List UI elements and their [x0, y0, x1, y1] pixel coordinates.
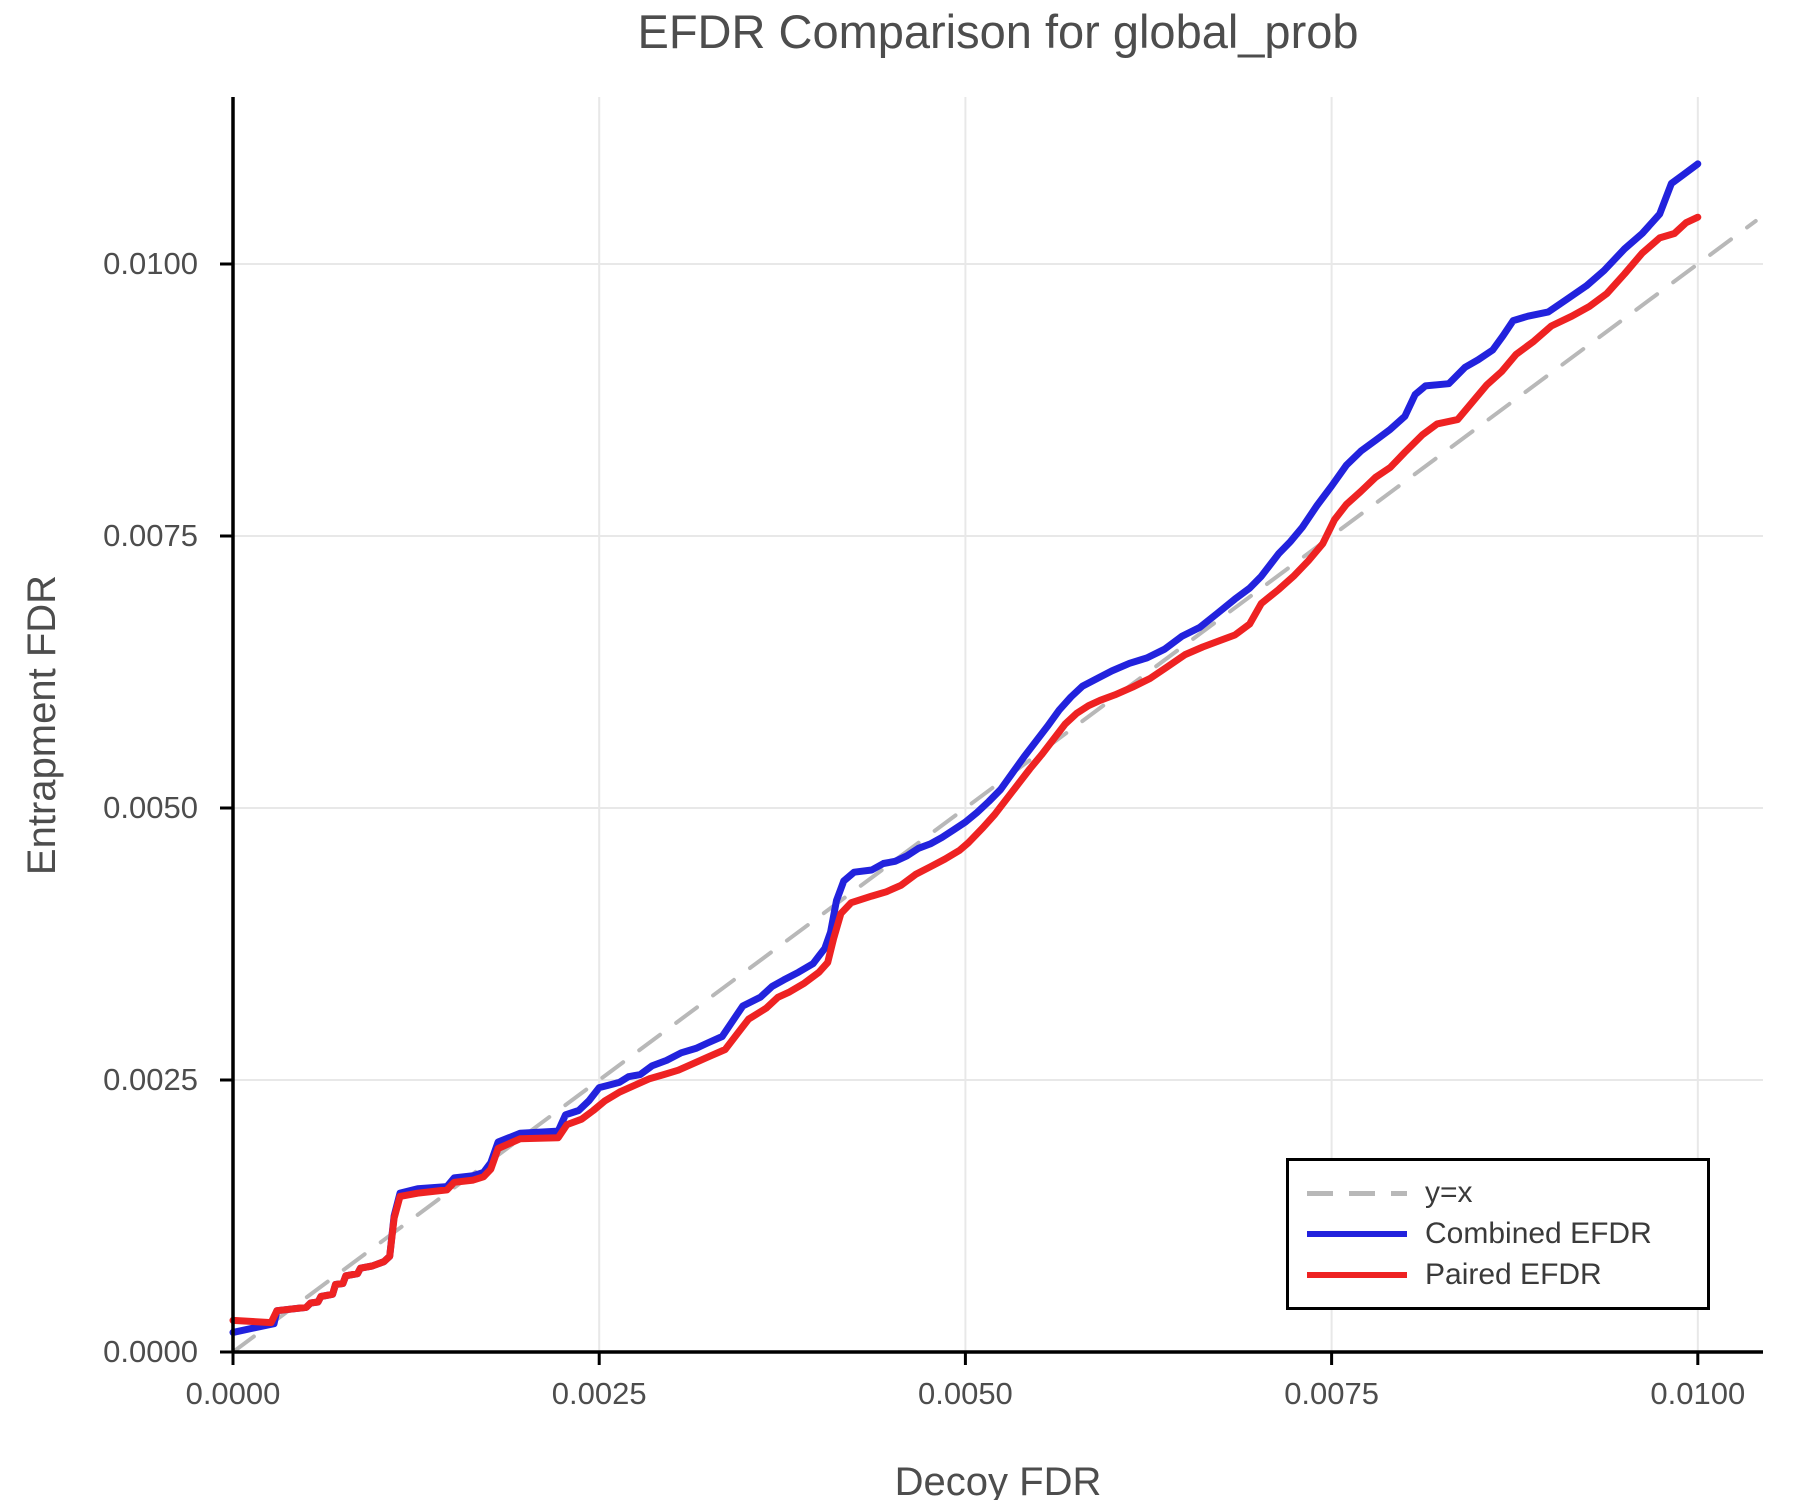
legend-label: y=x	[1425, 1176, 1473, 1210]
x-tick-label: 0.0050	[917, 1376, 1013, 1411]
y-tick-label: 0.0075	[103, 518, 198, 553]
y-axis-label: Entrapment FDR	[20, 574, 64, 876]
y-tick-label: 0.0100	[103, 246, 198, 281]
legend: y=x Combined EFDR Paired EFDR	[1286, 1158, 1710, 1310]
combined-efdr-line	[229, 160, 1702, 1336]
legend-entry-identity: y=x	[1307, 1174, 1689, 1212]
legend-label: Combined EFDR	[1425, 1216, 1652, 1250]
y-tick-label: 0.0050	[103, 790, 198, 825]
y-x-line	[231, 219, 1758, 1354]
combined-efdr-swatch	[1307, 1230, 1407, 1237]
legend-entry-paired-efdr: Paired EFDR	[1307, 1256, 1689, 1294]
x-tick-label: 0.0075	[1284, 1376, 1380, 1411]
chart-title: EFDR Comparison for global_prob	[637, 5, 1359, 58]
x-tick-label: 0.0000	[185, 1376, 281, 1411]
x-tick-label: 0.0025	[551, 1376, 647, 1411]
x-tick-label: 0.0100	[1650, 1376, 1746, 1411]
identity-line-swatch	[1307, 1190, 1407, 1196]
y-tick-label: 0.0000	[103, 1334, 198, 1369]
y-tick-label: 0.0025	[103, 1062, 198, 1097]
legend-entry-combined-efdr: Combined EFDR	[1307, 1215, 1689, 1253]
paired-efdr-swatch	[1307, 1271, 1407, 1278]
paired-efdr-line	[229, 213, 1702, 1327]
x-axis-label: Decoy FDR	[894, 1460, 1102, 1500]
legend-label: Paired EFDR	[1425, 1257, 1602, 1291]
